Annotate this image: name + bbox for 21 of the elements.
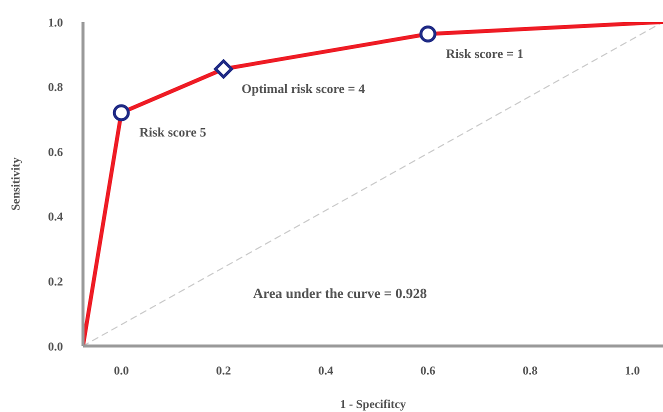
x-tick-label: 0.6: [420, 364, 436, 378]
y-tick-label: 0.4: [48, 210, 63, 224]
point: [112, 104, 130, 122]
x-tick-label: 0.0: [114, 364, 129, 378]
y-tick-label: 0.8: [48, 80, 63, 94]
annotation: Optimal risk score = 4: [242, 80, 366, 96]
x-tick-label: 0.8: [522, 364, 538, 378]
annotation: Area under the curve = 0.928: [253, 287, 427, 303]
y-tick-label: 1.0: [48, 15, 63, 30]
annotation: Risk score 5: [139, 124, 207, 140]
y-tick-label: 0.6: [48, 144, 63, 159]
y-tick-label: 0.2: [48, 274, 63, 288]
x-axis-title: 1 - Specifitcy: [340, 397, 406, 411]
x-tick-label: 0.2: [216, 364, 232, 378]
point: [419, 25, 436, 42]
x-tick-label: 1.0: [624, 364, 640, 378]
point: [214, 59, 234, 78]
annotation: Risk score = 1: [446, 46, 524, 61]
y-axis-title: Sensitivity: [8, 157, 22, 211]
y-tick-label: 0.0: [48, 339, 63, 354]
x-tick-label: 0.4: [318, 364, 334, 378]
